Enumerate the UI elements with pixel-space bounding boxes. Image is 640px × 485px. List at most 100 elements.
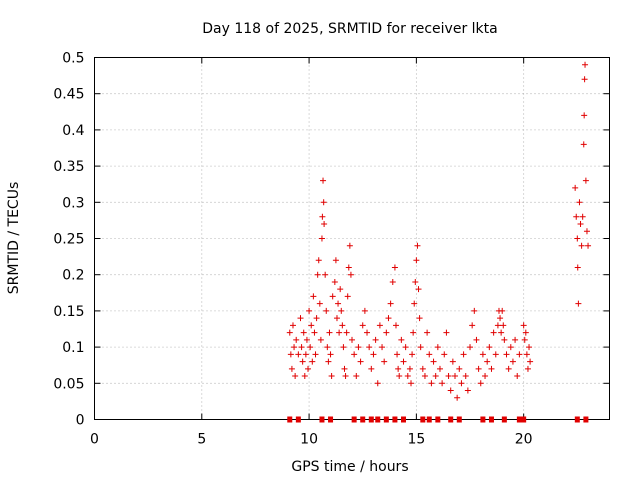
data-point [344,293,351,300]
y-tick-label: 0.2 [62,268,84,284]
data-point [346,242,353,249]
data-point [307,344,314,351]
y-tick-label: 0.25 [53,232,84,248]
zero-marker [456,416,462,423]
data-point [582,61,589,68]
zero-marker [420,416,426,423]
data-point [287,351,294,358]
data-point [441,351,448,358]
data-point [580,141,587,148]
data-point [582,177,589,184]
data-point [503,351,510,358]
data-point [394,351,401,358]
data-point [414,242,421,249]
data-point [303,336,310,343]
data-point [460,351,467,358]
data-point [305,365,312,372]
data-point [302,351,309,358]
data-point [443,329,450,336]
data-point [391,264,398,271]
data-point [516,351,523,358]
data-point [572,184,579,191]
data-point [341,365,348,372]
zero-marker [295,416,301,423]
data-point [297,315,304,322]
data-point [439,380,446,387]
data-point [436,365,443,372]
data-point [331,278,338,285]
data-point [325,358,332,365]
data-point [456,365,463,372]
data-point [293,336,300,343]
data-point [320,177,327,184]
data-point [357,358,364,365]
y-tick-label: 0.4 [62,123,84,139]
data-point [412,278,419,285]
x-tick-label: 20 [515,432,533,448]
data-point [376,322,383,329]
data-point [574,264,581,271]
data-point [458,380,465,387]
data-point [497,315,504,322]
data-point [335,300,342,307]
data-point [406,365,413,372]
data-point [410,329,417,336]
data-point [306,307,313,314]
data-point [327,351,334,358]
data-point [505,365,512,372]
data-point [288,365,295,372]
zero-marker [375,416,381,423]
data-point [434,344,441,351]
data-point [416,315,423,322]
data-point [522,329,529,336]
data-point [490,329,497,336]
data-point [329,293,336,300]
data-point [374,380,381,387]
data-point [514,373,521,380]
grid-lines [94,57,610,420]
data-point [428,380,435,387]
zero-marker [574,416,580,423]
data-point [308,322,315,329]
data-point [524,365,531,372]
y-axis-label: SRMTID / TECUs [6,182,22,295]
data-point [321,221,328,228]
data-point [421,373,428,380]
data-point [372,336,379,343]
y-tick-labels: 0 0.05 0.1 0.15 0.2 0.25 0.3 0.35 0.4 0.45 0.5 [53,51,84,429]
data-point [464,387,471,394]
data-point [576,199,583,206]
data-point [583,228,590,235]
data-point [383,329,390,336]
data-point [482,373,489,380]
data-point [328,373,335,380]
data-point [295,351,302,358]
data-point [573,213,580,220]
data-point [389,278,396,285]
x-axis-label: GPS time / hours [291,459,408,475]
data-point [318,235,325,242]
data-point [419,365,426,372]
data-point [298,344,305,351]
data-point [324,344,331,351]
data-point [494,322,501,329]
data-point [314,271,321,278]
zero-marker [392,416,398,423]
data-point [311,329,318,336]
y-tick-label: 0.5 [62,51,84,67]
data-point [520,322,527,329]
data-point [338,307,345,314]
data-point [309,358,316,365]
data-point [355,344,362,351]
data-point [579,213,586,220]
data-point [320,199,327,206]
zero-marker [521,416,527,423]
zero-marker [501,416,507,423]
data-point [381,358,388,365]
zero-marker [351,416,357,423]
x-tick-labels: 0 5 10 15 20 [90,432,533,448]
data-point [332,257,339,264]
plot-frame [94,57,610,420]
data-point [292,373,299,380]
data-point [336,329,343,336]
